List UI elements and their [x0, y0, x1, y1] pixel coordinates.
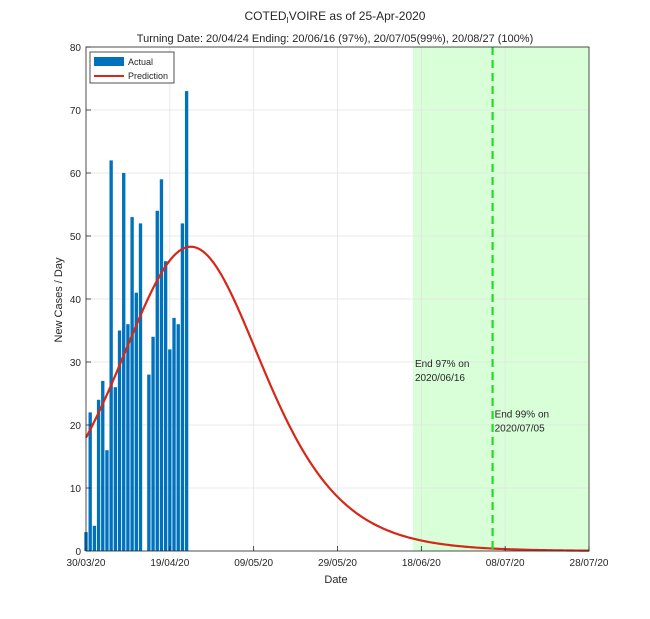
y-tick-label: 40: [70, 295, 82, 306]
bar-actual: [126, 324, 130, 551]
bar-actual: [130, 217, 134, 551]
annotation-line2: 2020/07/05: [495, 423, 545, 434]
annotation-line1: End 97% on: [415, 359, 470, 370]
bar-actual: [151, 336, 155, 551]
x-tick-label: 30/03/20: [67, 558, 106, 569]
annotation-line1: End 99% on: [495, 409, 550, 420]
bar-actual: [184, 91, 189, 551]
bar-actual: [168, 349, 172, 551]
y-axis-label: New Cases / Day: [53, 257, 65, 342]
bar-actual: [92, 525, 97, 551]
x-tick-label: 18/06/20: [402, 558, 441, 569]
annotation-line2: 2020/06/16: [415, 373, 465, 384]
x-tick-label: 08/07/20: [486, 558, 525, 569]
legend-label-prediction: Prediction: [128, 71, 168, 81]
y-tick-label: 80: [70, 43, 82, 54]
bar-actual: [134, 292, 138, 551]
bar-actual: [147, 374, 151, 551]
x-tick-label: 28/07/20: [570, 558, 609, 569]
y-tick-label: 0: [75, 547, 81, 558]
y-tick-label: 70: [70, 106, 82, 117]
chart-subtitle: Turning Date: 20/04/24 Ending: 20/06/16 …: [137, 33, 533, 45]
legend-label-actual: Actual: [128, 57, 153, 67]
bar-actual: [163, 261, 168, 551]
x-axis-label: Date: [324, 574, 347, 586]
bar-actual: [117, 330, 122, 551]
plot-area: End 97% on 2020/06/16 End 99% on 2020/07/05…: [67, 43, 609, 569]
bar-actual: [96, 399, 101, 551]
x-tick-label: 09/05/20: [234, 558, 273, 569]
bar-actual: [122, 173, 126, 551]
y-tick-label: 20: [70, 421, 82, 432]
bar-actual: [172, 317, 176, 551]
x-tick-label: 19/04/20: [150, 558, 189, 569]
legend: Actual Prediction: [89, 51, 175, 84]
bar-actual: [88, 412, 92, 551]
y-tick-label: 10: [70, 484, 82, 495]
bar-actual: [180, 223, 185, 551]
bar-actual: [105, 450, 109, 551]
bar-actual: [155, 210, 159, 552]
chart-title: COTEDIVOIRE as of 25-Apr-2020: [245, 9, 426, 25]
x-tick-label: 29/05/20: [318, 558, 357, 569]
y-tick-label: 60: [70, 169, 82, 180]
y-tick-label: 30: [70, 358, 82, 369]
bar-actual: [109, 160, 113, 551]
bar-actual: [176, 324, 180, 551]
y-tick-label: 50: [70, 232, 82, 243]
legend-swatch-actual: [94, 57, 124, 66]
bar-actual: [113, 387, 118, 551]
bar-actual: [101, 380, 105, 551]
bar-actual: [159, 179, 164, 552]
bar-actual: [138, 223, 143, 551]
